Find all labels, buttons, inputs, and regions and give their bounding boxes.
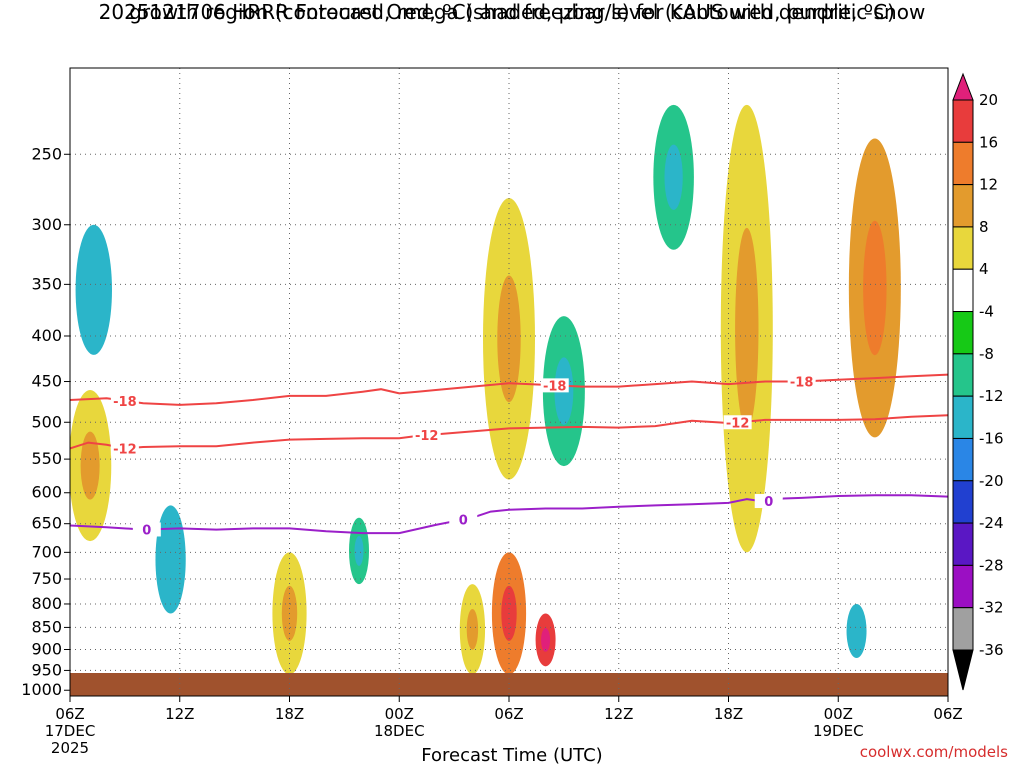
contour-label-1-2: -12	[726, 416, 750, 431]
colorbar-label-3: 8	[979, 218, 989, 236]
contour-label-bg-2-0	[132, 522, 161, 537]
y-tick-label-5: 500	[31, 412, 62, 431]
omega-region-2	[155, 505, 186, 614]
omega-core-10	[664, 144, 683, 210]
colorbar-band-10	[952, 522, 974, 566]
contour-label-bg-2-1	[449, 512, 478, 527]
y-tick-label-14: 950	[31, 660, 62, 679]
x-tick-sublabel-3-0: 18DEC	[374, 722, 425, 740]
colorbar-band-4	[952, 268, 974, 313]
colorbar-top-arrow	[952, 72, 974, 101]
omega-core-1	[80, 431, 100, 500]
y-tick-label-11: 800	[31, 594, 62, 613]
contour-label-2-0: 0	[142, 523, 151, 538]
contour-label-bg-0-1	[540, 378, 569, 393]
omega-core-8	[541, 628, 551, 652]
omega-region-0	[75, 224, 112, 355]
y-tick-label-4: 450	[31, 372, 62, 391]
y-tick-label-13: 900	[31, 640, 62, 659]
colorbar-band-12	[952, 607, 974, 651]
x-tick-label-6: 18Z	[714, 705, 743, 723]
colorbar-band-0	[952, 99, 974, 143]
contour-label-1-1: -12	[415, 429, 439, 444]
omega-core-5	[466, 608, 479, 650]
colorbar-label-11: -28	[979, 556, 1004, 574]
omega-core-4	[354, 535, 364, 566]
x-tick-sublabel-0-1: 2025	[51, 739, 89, 757]
x-axis-label: Forecast Time (UTC)	[421, 745, 603, 766]
y-tick-label-1: 300	[31, 215, 62, 234]
contour-label-bg-1-2	[723, 415, 752, 430]
colorbar-band-5	[952, 311, 974, 355]
contour-label-bg-0-2	[787, 374, 816, 389]
credit-link[interactable]: coolwx.com/models	[859, 743, 1008, 761]
colorbar-band-2	[952, 184, 974, 228]
terrain-below-ground	[70, 673, 948, 696]
colorbar-bottom-arrow	[952, 649, 974, 691]
colorbar-band-9	[952, 480, 974, 524]
contour-label-2-1: 0	[459, 514, 468, 529]
colorbar-label-4: 4	[979, 260, 989, 278]
contour-label-0-0: -18	[113, 395, 137, 410]
colorbar-label-2: 12	[979, 176, 998, 194]
omega-region-12	[846, 603, 867, 659]
y-tick-label-6: 550	[31, 449, 62, 468]
colorbar-label-9: -20	[979, 472, 1004, 490]
x-tick-sublabel-0-0: 17DEC	[45, 722, 96, 740]
omega-core-11	[735, 227, 759, 430]
contour-line-2	[70, 494, 948, 535]
y-tick-label-15: 1000	[21, 680, 62, 699]
colorbar-label-12: -32	[979, 599, 1004, 617]
colorbar-label-1: 16	[979, 133, 998, 151]
x-tick-label-5: 12Z	[604, 705, 633, 723]
colorbar-band-7	[952, 395, 974, 439]
contour-label-bg-1-0	[110, 441, 139, 456]
x-tick-label-1: 12Z	[165, 705, 194, 723]
colorbar-band-3	[952, 226, 974, 270]
y-tick-label-10: 750	[31, 569, 62, 588]
chart-title-line-2: growth region (contoured, red, ºC) and f…	[129, 0, 895, 24]
colorbar-label-6: -8	[979, 345, 994, 363]
x-tick-label-3: 00Z	[385, 705, 414, 723]
x-tick-label-4: 06Z	[494, 705, 523, 723]
colorbar-band-1	[952, 141, 974, 186]
chart-title-line-1: 2025121706 HRRR Forecast Omega (shaded, …	[98, 0, 926, 24]
x-tick-label-8: 06Z	[933, 705, 962, 723]
colorbar-label-13: -36	[979, 641, 1004, 659]
colorbar-label-7: -12	[979, 387, 1004, 405]
contour-label-1-0: -12	[113, 442, 137, 457]
contour-label-2-2: 0	[764, 495, 773, 510]
y-tick-label-3: 400	[31, 326, 62, 345]
y-tick-label-7: 600	[31, 483, 62, 502]
contour-line-1	[70, 414, 948, 450]
colorbar-label-8: -16	[979, 429, 1004, 447]
contour-label-bg-2-2	[754, 494, 783, 509]
colorbar-band-11	[952, 564, 974, 609]
contour-label-0-2: -18	[790, 376, 814, 391]
y-tick-label-0: 250	[31, 144, 62, 163]
x-tick-label-7: 00Z	[824, 705, 853, 723]
colorbar-label-10: -24	[979, 514, 1004, 532]
colorbar-label-0: 20	[979, 91, 998, 109]
contour-label-bg-0-0	[110, 393, 139, 408]
colorbar-band-6	[952, 353, 974, 397]
colorbar-band-8	[952, 437, 974, 482]
contour-label-bg-1-1	[412, 428, 441, 443]
contour-label-0-1: -18	[543, 379, 567, 394]
colorbar-label-5: -4	[979, 303, 994, 321]
omega-core-13	[863, 220, 887, 356]
y-tick-label-8: 650	[31, 514, 62, 533]
x-tick-label-0: 06Z	[55, 705, 84, 723]
x-tick-label-2: 18Z	[275, 705, 304, 723]
y-tick-label-12: 850	[31, 617, 62, 636]
y-tick-label-9: 700	[31, 542, 62, 561]
y-tick-label-2: 350	[31, 274, 62, 293]
x-tick-sublabel-7-0: 19DEC	[813, 722, 864, 740]
